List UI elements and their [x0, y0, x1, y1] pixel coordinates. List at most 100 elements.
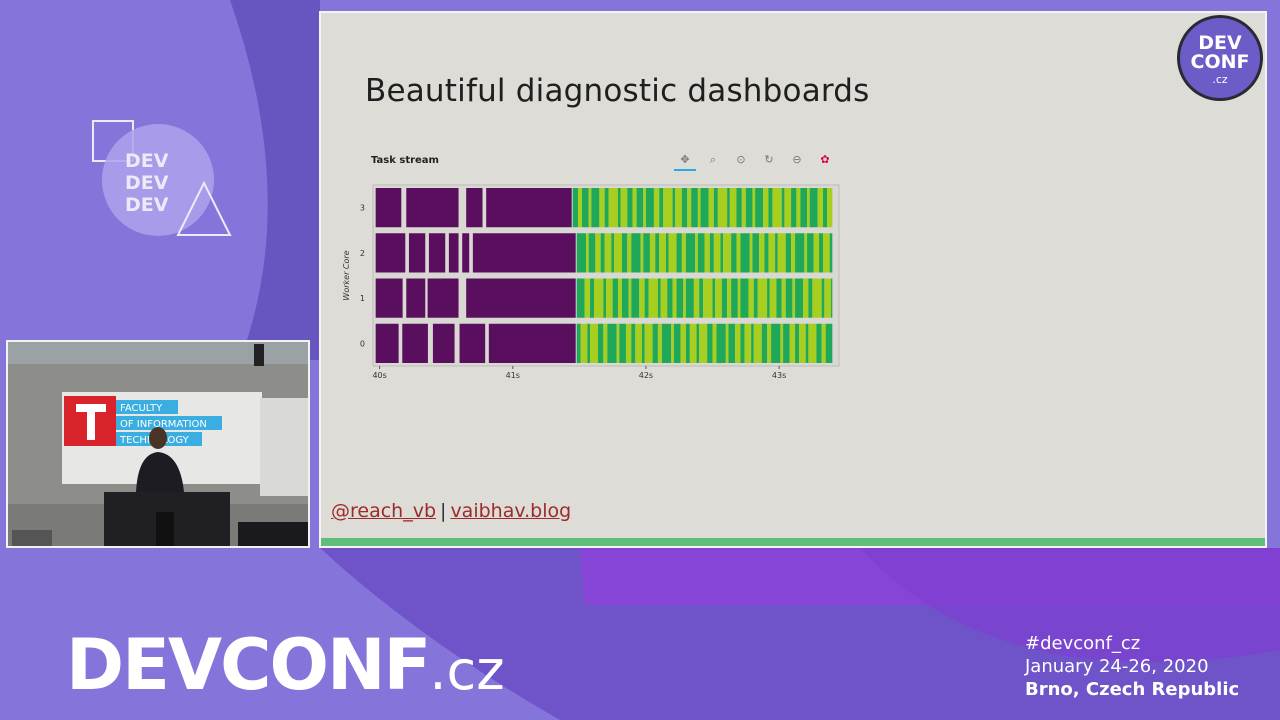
- task-bar-compute: [759, 233, 765, 273]
- task-bar-compute: [808, 278, 813, 318]
- task-bar-compute: [604, 188, 609, 228]
- task-bar-compute: [767, 278, 770, 318]
- task-bar-transfer: [375, 278, 403, 318]
- task-bar-compute: [636, 188, 644, 228]
- task-bar-compute: [632, 188, 637, 228]
- task-bar-compute: [744, 323, 752, 363]
- task-bar-compute: [603, 278, 606, 318]
- task-bar-compute: [671, 323, 674, 363]
- x-tick-label: 40s: [372, 371, 386, 380]
- wheel-zoom-icon[interactable]: ⊙: [736, 153, 746, 166]
- task-bar-compute: [676, 278, 684, 318]
- task-bar-compute: [644, 278, 649, 318]
- blog-link[interactable]: vaibhav.blog: [450, 500, 572, 522]
- task-bar-transfer: [406, 278, 426, 318]
- task-bar-compute: [736, 188, 742, 228]
- task-bar-compute: [729, 188, 737, 228]
- task-bar-compute: [825, 323, 833, 363]
- devconf-badge-logo: DEV CONF .cz: [1177, 15, 1263, 101]
- task-bar-compute: [683, 278, 686, 318]
- task-bar-compute: [781, 188, 785, 228]
- task-bar-transfer: [428, 233, 446, 273]
- task-bar-compute: [723, 233, 732, 273]
- task-bar-compute: [752, 233, 760, 273]
- event-dates: January 24-26, 2020: [1025, 656, 1209, 677]
- task-bar-compute: [804, 233, 808, 273]
- task-bar-transfer: [408, 233, 426, 273]
- task-bar-compute: [691, 188, 698, 228]
- x-tick-label: 42s: [639, 371, 653, 380]
- task-bar-compute: [595, 233, 601, 273]
- task-bar-compute: [617, 278, 622, 318]
- chart-toolbar: ✥ ⌕ ⊙ ↻ ⊖ ✿: [674, 151, 836, 171]
- twitter-link[interactable]: @reach_vb: [331, 500, 437, 522]
- task-bar-compute: [789, 323, 796, 363]
- task-bar-compute: [673, 323, 681, 363]
- speaker-video: FACULTY OF INFORMATION TECHNOLOGY: [6, 340, 310, 548]
- task-bar-compute: [621, 278, 629, 318]
- reset-icon[interactable]: ↻: [764, 153, 774, 166]
- task-bar-compute: [588, 233, 596, 273]
- task-bar-compute: [784, 188, 792, 228]
- task-bar-compute: [606, 278, 613, 318]
- task-bar-compute: [659, 188, 664, 228]
- task-bar-compute: [753, 278, 758, 318]
- task-bar-compute: [751, 323, 754, 363]
- task-bar-compute: [704, 233, 710, 273]
- task-bar-compute: [803, 278, 809, 318]
- task-bar-compute: [598, 323, 604, 363]
- task-bar-compute: [676, 233, 682, 273]
- task-bar-compute: [680, 323, 686, 363]
- task-bar-compute: [685, 278, 694, 318]
- task-bar-compute: [740, 278, 749, 318]
- task-bar-compute: [821, 278, 825, 318]
- task-bar-compute: [663, 188, 673, 228]
- task-bar-transfer: [472, 233, 576, 273]
- pan-icon[interactable]: ✥: [674, 151, 696, 171]
- task-bar-compute: [713, 233, 721, 273]
- task-bar-compute: [660, 278, 668, 318]
- task-bar-compute: [783, 323, 790, 363]
- y-axis-label: Worker Core: [342, 250, 351, 300]
- dev-logo-mark: DEV DEV DEV: [92, 120, 232, 236]
- task-bar-compute: [652, 323, 658, 363]
- task-bar-compute: [685, 323, 690, 363]
- task-bar-compute: [613, 233, 622, 273]
- task-bar-compute: [590, 323, 599, 363]
- task-bar-compute: [697, 233, 705, 273]
- task-bar-compute: [631, 323, 636, 363]
- task-bar-compute: [740, 233, 750, 273]
- task-bar-compute: [653, 188, 660, 228]
- task-bar-compute: [672, 188, 676, 228]
- task-stream-chart: Task stream ✥ ⌕ ⊙ ↻ ⊖ ✿ 0 1 2 3 40s 41s 42s 43s…: [341, 151, 841, 381]
- task-bar-compute: [761, 323, 768, 363]
- task-bar-compute: [703, 278, 713, 318]
- event-info: #devconf_cz January 24-26, 2020 Brno, Cz…: [1025, 632, 1239, 701]
- task-bar-compute: [625, 323, 632, 363]
- task-bar-compute: [672, 278, 677, 318]
- task-bar-compute: [667, 278, 673, 318]
- task-bar-compute: [771, 323, 781, 363]
- task-bar-compute: [715, 278, 722, 318]
- task-bar-compute: [763, 188, 769, 228]
- svg-text:DEV: DEV: [125, 194, 169, 216]
- task-bar-compute: [627, 188, 633, 228]
- task-bar-compute: [587, 323, 591, 363]
- task-bar-compute: [712, 323, 717, 363]
- task-bar-compute: [736, 233, 741, 273]
- task-bar-compute: [699, 278, 704, 318]
- task-bar-compute: [713, 188, 718, 228]
- save-icon[interactable]: ⊖: [792, 153, 802, 166]
- task-bar-compute: [781, 278, 786, 318]
- bokeh-logo-icon[interactable]: ✿: [820, 153, 830, 166]
- task-bar-transfer: [427, 278, 459, 318]
- task-bar-compute: [785, 233, 792, 273]
- task-bar-compute: [619, 323, 626, 363]
- task-bar-compute: [821, 323, 826, 363]
- task-bar-compute: [657, 323, 662, 363]
- task-bar-compute: [591, 188, 600, 228]
- task-bar-compute: [728, 323, 736, 363]
- task-bar-compute: [588, 188, 592, 228]
- y-tick-label: 0: [360, 339, 365, 348]
- box-zoom-icon[interactable]: ⌕: [709, 153, 717, 166]
